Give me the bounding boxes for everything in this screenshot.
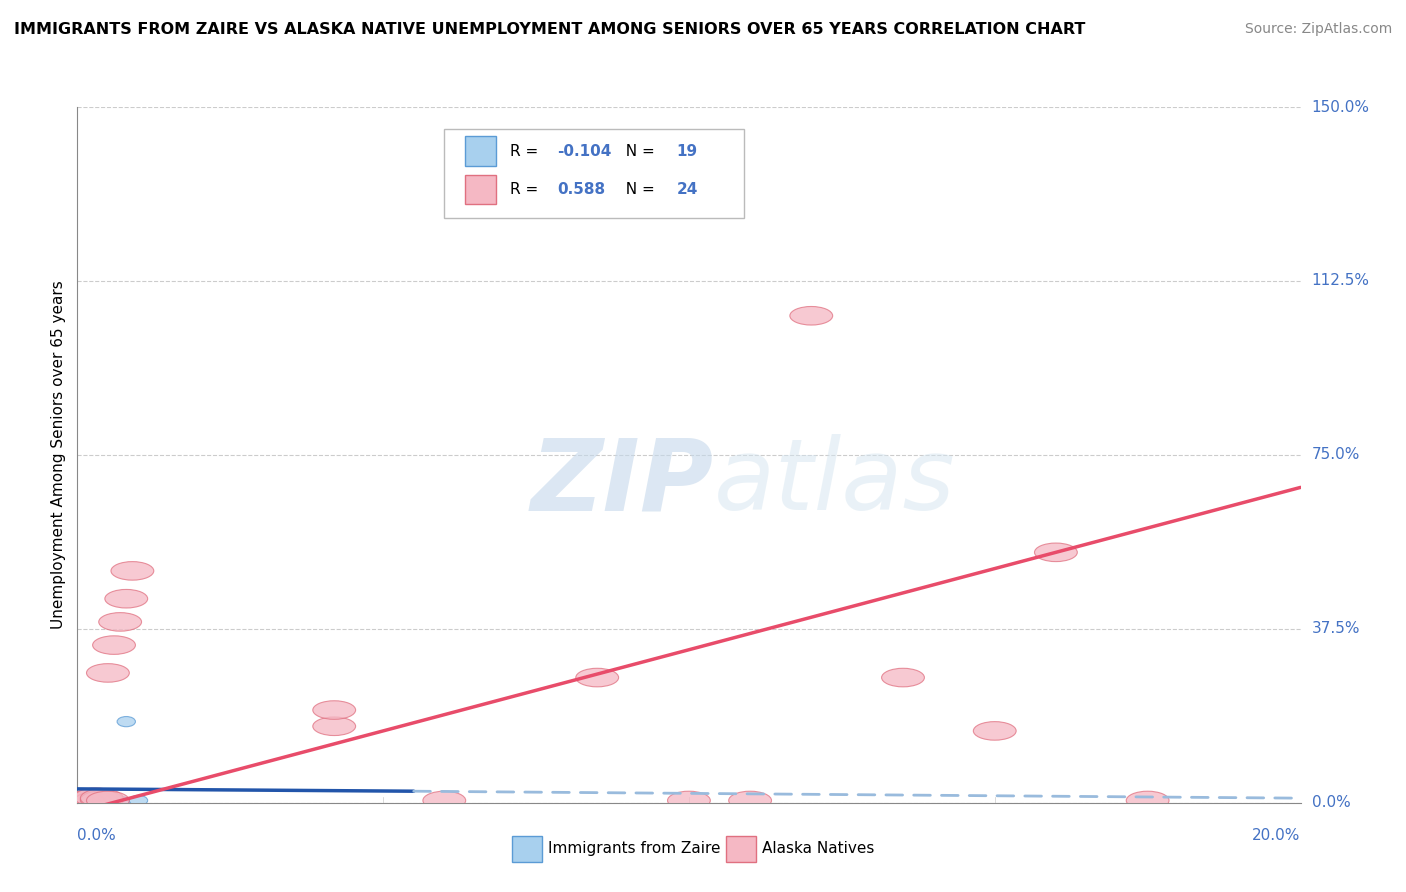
Text: 37.5%: 37.5% <box>1312 622 1360 636</box>
FancyBboxPatch shape <box>465 175 496 204</box>
Ellipse shape <box>87 797 105 807</box>
Ellipse shape <box>790 307 832 325</box>
Text: -0.104: -0.104 <box>557 144 612 159</box>
Ellipse shape <box>129 796 148 805</box>
Ellipse shape <box>80 790 124 809</box>
Ellipse shape <box>423 791 465 810</box>
Text: 0.588: 0.588 <box>557 182 605 197</box>
Ellipse shape <box>1126 791 1168 810</box>
Text: 19: 19 <box>676 144 697 159</box>
Ellipse shape <box>93 795 111 805</box>
Text: Immigrants from Zaire: Immigrants from Zaire <box>548 841 721 856</box>
Ellipse shape <box>93 797 111 806</box>
Text: 75.0%: 75.0% <box>1312 448 1360 462</box>
Ellipse shape <box>882 668 924 687</box>
Ellipse shape <box>668 791 710 810</box>
Ellipse shape <box>312 701 356 719</box>
Ellipse shape <box>117 716 135 727</box>
Ellipse shape <box>111 797 129 806</box>
Ellipse shape <box>87 664 129 682</box>
Ellipse shape <box>80 789 124 807</box>
Ellipse shape <box>93 636 135 655</box>
Ellipse shape <box>105 794 124 805</box>
Ellipse shape <box>75 794 93 805</box>
Text: ZIP: ZIP <box>530 434 713 532</box>
Y-axis label: Unemployment Among Seniors over 65 years: Unemployment Among Seniors over 65 years <box>51 281 66 629</box>
Ellipse shape <box>80 797 98 806</box>
FancyBboxPatch shape <box>725 836 756 862</box>
Ellipse shape <box>80 795 98 805</box>
Text: IMMIGRANTS FROM ZAIRE VS ALASKA NATIVE UNEMPLOYMENT AMONG SENIORS OVER 65 YEARS : IMMIGRANTS FROM ZAIRE VS ALASKA NATIVE U… <box>14 22 1085 37</box>
FancyBboxPatch shape <box>512 836 543 862</box>
Text: 0.0%: 0.0% <box>77 828 117 843</box>
Ellipse shape <box>98 793 117 804</box>
Ellipse shape <box>75 788 117 806</box>
Text: N =: N = <box>616 144 659 159</box>
Ellipse shape <box>67 789 111 808</box>
Ellipse shape <box>75 792 117 810</box>
Text: Source: ZipAtlas.com: Source: ZipAtlas.com <box>1244 22 1392 37</box>
Ellipse shape <box>87 791 129 810</box>
Ellipse shape <box>67 791 111 810</box>
Ellipse shape <box>312 717 356 736</box>
Ellipse shape <box>87 796 105 805</box>
FancyBboxPatch shape <box>465 136 496 166</box>
Text: 150.0%: 150.0% <box>1312 100 1369 114</box>
Text: N =: N = <box>616 182 659 197</box>
Ellipse shape <box>62 792 105 811</box>
Ellipse shape <box>87 794 105 805</box>
Text: R =: R = <box>510 182 544 197</box>
FancyBboxPatch shape <box>444 129 744 219</box>
Text: 24: 24 <box>676 182 699 197</box>
Ellipse shape <box>111 562 153 580</box>
Ellipse shape <box>87 792 105 802</box>
Ellipse shape <box>75 796 93 805</box>
Text: R =: R = <box>510 144 544 159</box>
Ellipse shape <box>98 613 142 632</box>
Ellipse shape <box>105 590 148 608</box>
Text: 0.0%: 0.0% <box>1312 796 1350 810</box>
Ellipse shape <box>98 796 117 805</box>
Ellipse shape <box>93 790 111 801</box>
Ellipse shape <box>728 791 772 810</box>
Text: Alaska Natives: Alaska Natives <box>762 841 875 856</box>
Ellipse shape <box>105 796 124 806</box>
Ellipse shape <box>973 722 1017 740</box>
Ellipse shape <box>80 793 98 804</box>
Text: 112.5%: 112.5% <box>1312 274 1369 288</box>
Text: atlas: atlas <box>713 434 955 532</box>
Ellipse shape <box>576 668 619 687</box>
Text: 20.0%: 20.0% <box>1253 828 1301 843</box>
Ellipse shape <box>1035 543 1077 562</box>
